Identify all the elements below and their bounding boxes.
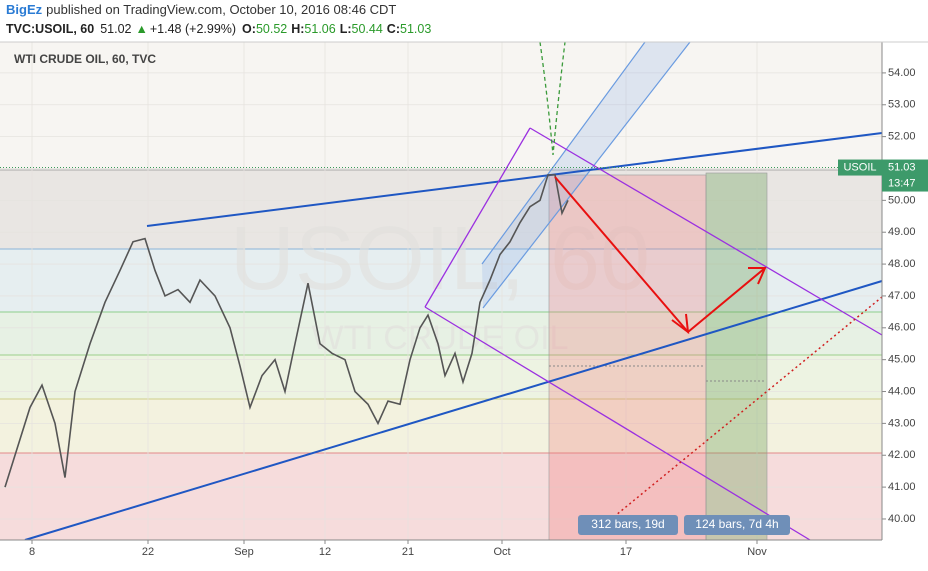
x-tick-label: 12 [319, 546, 331, 558]
arrow-head [748, 267, 767, 285]
y-tick-label: 46.00 [888, 322, 916, 334]
y-tick-label: 42.00 [888, 449, 916, 461]
header-line: BigEz published on TradingView.com, Octob… [6, 2, 396, 17]
purple-channel [424, 127, 883, 541]
y-tick-label: 40.00 [888, 513, 916, 525]
x-tick-label: Sep [234, 546, 254, 558]
price-tag [882, 159, 928, 192]
fib-lines [0, 169, 882, 454]
label: H: [291, 22, 304, 36]
quote-line: TVC:USOIL, 60 51.02 ▲ +1.48 (+2.99%) O:50.52… [6, 22, 431, 36]
y-tick-label: 45.00 [888, 354, 916, 366]
watermark: USOIL, 60 [230, 209, 650, 309]
fib-band [0, 170, 882, 249]
value: 51.03 [400, 22, 431, 36]
last: 51.02 [100, 22, 131, 36]
symbol-tag-label: USOIL [843, 161, 876, 173]
trend-line [24, 280, 883, 541]
value: 51.06 [304, 22, 335, 36]
value: 50.52 [256, 22, 287, 36]
x-axis-panel [0, 540, 928, 566]
fib-band [0, 312, 882, 355]
x-tick-label: Nov [747, 546, 767, 558]
channel-line [482, 41, 691, 309]
measure-box [684, 515, 790, 535]
x-tick-label: Oct [493, 546, 510, 558]
chart-title: WTI CRUDE OIL, 60, TVC [14, 52, 156, 66]
x-tick-label: 21 [402, 546, 414, 558]
countdown: 13:47 [888, 177, 916, 189]
symbol: TVC:USOIL, 60 [6, 22, 94, 36]
y-tick-label: 53.00 [888, 99, 916, 111]
label: L: [340, 22, 352, 36]
y-axis-panel [882, 42, 928, 566]
x-tick-label: 17 [620, 546, 632, 558]
measure-label: 124 bars, 7d 4h [695, 517, 778, 531]
y-tick-label: 54.00 [888, 67, 916, 79]
price-tag-label: 51.03 [888, 161, 916, 173]
projection-curve [539, 41, 566, 156]
axes: 40.00 41.00 42.00 43.00 44.00 45.00 46.00 47.00… [0, 67, 928, 558]
channel-line [481, 41, 646, 265]
fib-band [0, 399, 882, 453]
y-tick-label: 52.00 [888, 131, 916, 143]
y-tick-label: 43.00 [888, 417, 916, 429]
y-tick-label: 50.00 [888, 194, 916, 206]
symbol-tag [838, 159, 882, 176]
dotted-trend [609, 296, 883, 521]
author: BigEz [6, 2, 43, 17]
range-box [705, 172, 768, 541]
y-tick-label: 44.00 [888, 385, 916, 397]
y-tick-label: 41.00 [888, 481, 916, 493]
arrow-head [671, 313, 690, 335]
change: +1.48 (+2.99%) [150, 22, 236, 36]
y-tick-label: 47.00 [888, 290, 916, 302]
series [4, 174, 569, 488]
arrow: ▲ [136, 22, 148, 36]
published: published on TradingView.com, October 10… [46, 2, 396, 17]
grid [0, 42, 882, 540]
x-tick-label: 22 [142, 546, 154, 558]
value: 50.44 [352, 22, 383, 36]
trend-line [146, 132, 883, 227]
x-tick-label: 8 [29, 546, 35, 558]
price-line [4, 174, 569, 488]
measure-box [578, 515, 678, 535]
label: O: [242, 22, 256, 36]
y-tick-label: 48.00 [888, 258, 916, 270]
measure-label: 312 bars, 19d [591, 517, 664, 531]
label: C: [387, 22, 400, 36]
y-tick-label: 49.00 [888, 226, 916, 238]
